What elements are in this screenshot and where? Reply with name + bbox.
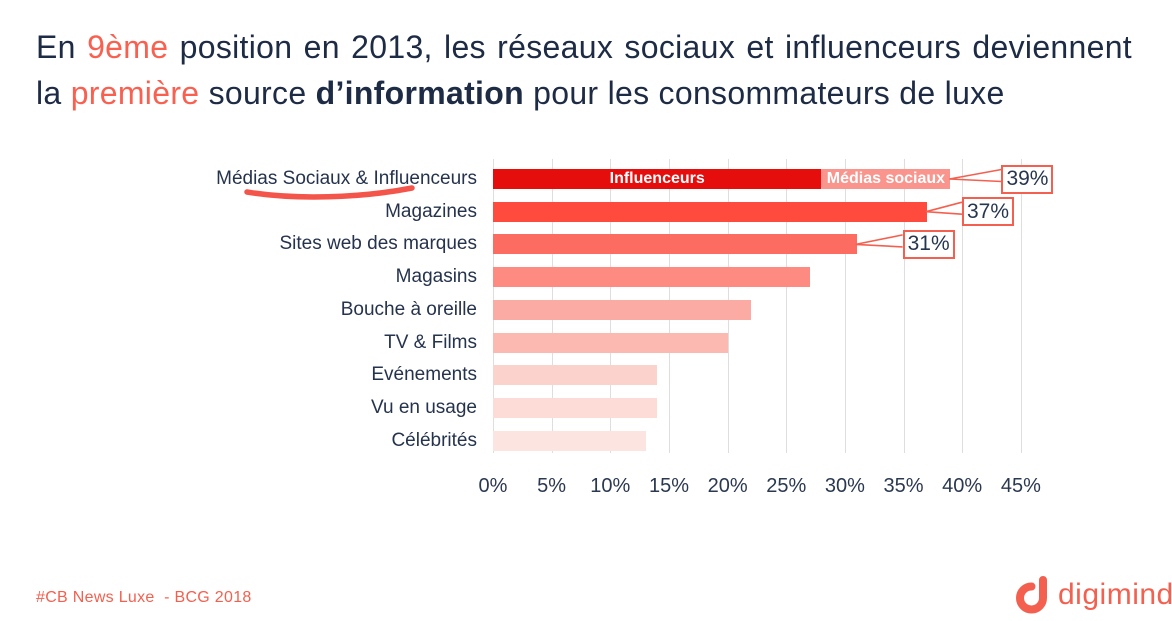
x-axis-tick-label: 0% bbox=[478, 475, 508, 497]
value-callout-31pct: 31% bbox=[902, 229, 955, 259]
bar-row-3 bbox=[493, 267, 810, 288]
digimind-logo-icon bbox=[1016, 576, 1047, 614]
gridline-25% bbox=[786, 159, 788, 453]
category-label: Evénements bbox=[371, 364, 477, 386]
category-labels: Médias Sociaux & Influenceurs Magazines Si… bbox=[36, 159, 477, 453]
value-callout-39pct: 39% bbox=[1001, 164, 1054, 194]
x-axis-tick-label: 30% bbox=[824, 475, 865, 497]
bar-row-6 bbox=[493, 365, 658, 386]
source-citation: #CB News Luxe - BCG 2018 bbox=[36, 589, 252, 606]
gridline-40% bbox=[962, 159, 964, 453]
x-axis-tick-label: 5% bbox=[537, 475, 567, 497]
category-label: TV & Films bbox=[384, 331, 477, 353]
gridline-30% bbox=[844, 159, 846, 453]
category-label: Magasins bbox=[395, 266, 477, 288]
gridline-35% bbox=[903, 159, 905, 453]
bar-segment-influenceurs: Influenceurs bbox=[493, 169, 822, 189]
title-text-4: pour les consommateurs de luxe bbox=[523, 75, 1005, 112]
title-highlight-premiere: première bbox=[70, 75, 200, 112]
x-axis-tick-label: 15% bbox=[648, 475, 690, 497]
title-text-1: En bbox=[36, 29, 88, 66]
plot-area: Influenceurs Médias sociaux bbox=[493, 159, 1040, 453]
x-axis-tick-label: 20% bbox=[707, 475, 748, 497]
bar-row-8 bbox=[493, 430, 646, 451]
category-label: Sites web des marques bbox=[279, 233, 478, 255]
category-label: Bouche à oreille bbox=[340, 298, 477, 320]
category-label: Vu en usage bbox=[371, 396, 477, 418]
bar-row-5 bbox=[493, 332, 728, 353]
title-text-2: position en 2013, les réseaux sociaux et… bbox=[36, 29, 1132, 112]
category-label: Médias Sociaux & Influenceurs bbox=[216, 168, 477, 189]
bar-row-2 bbox=[493, 234, 857, 255]
bar-row-4 bbox=[493, 299, 752, 320]
red-underline-annotation bbox=[244, 185, 415, 200]
x-axis-tick-label: 35% bbox=[883, 475, 924, 497]
title-bold-dinformation: d’information bbox=[315, 75, 524, 112]
title-highlight-9eme: 9ème bbox=[87, 29, 169, 66]
value-callout-37pct: 37% bbox=[962, 197, 1014, 227]
digimind-logo: digimind bbox=[1013, 574, 1172, 616]
bar-row-0: Influenceurs Médias sociaux bbox=[493, 169, 951, 189]
category-label: Magazines bbox=[385, 200, 477, 222]
gridline-45% bbox=[1020, 159, 1022, 453]
digimind-logo-text: digimind bbox=[1058, 578, 1172, 611]
bar-segment-médias-sociaux: Médias sociaux bbox=[821, 169, 951, 189]
x-axis-tick-label: 40% bbox=[942, 475, 983, 497]
title-text-3: source bbox=[199, 75, 316, 112]
x-axis-tick-label: 25% bbox=[766, 475, 807, 497]
bar-row-7 bbox=[493, 397, 658, 418]
x-axis-tick-label: 10% bbox=[590, 475, 631, 497]
bar-row-1 bbox=[493, 201, 927, 222]
category-label: Célébrités bbox=[391, 429, 477, 451]
x-axis-tick-label: 45% bbox=[1000, 475, 1041, 497]
bar-chart: Médias Sociaux & Influenceurs Magazines Si… bbox=[36, 159, 1172, 504]
slide-title: En 9ème position en 2013, les réseaux so… bbox=[36, 24, 1132, 116]
